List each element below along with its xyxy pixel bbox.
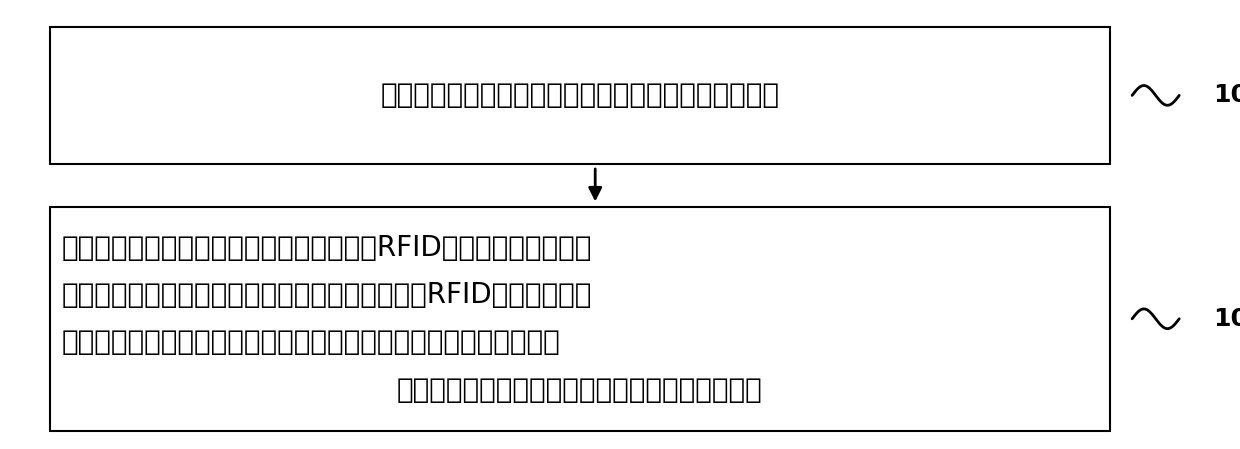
Text: 102: 102: [1213, 307, 1240, 331]
Text: 终端的音频通道上向佩戴耳机的用户发送警示信号: 终端的音频通道上向佩戴耳机的用户发送警示信号: [397, 375, 763, 404]
Text: 101: 101: [1213, 84, 1240, 107]
Bar: [50, 207, 1110, 431]
Bar: [50, 27, 1110, 164]
Text: 车载终端的第一控制器判断车辆的喇叭按键是否被按下: 车载终端的第一控制器判断车辆的喇叭按键是否被按下: [381, 81, 779, 110]
Text: ，以使移动终端的第二控制器通过所述移动终端的RFID读写器获取所: ，以使移动终端的第二控制器通过所述移动终端的RFID读写器获取所: [62, 281, 593, 309]
Text: 述预警标志位的值，并在判断所述预警标志位被置位时，在所述移动: 述预警标志位的值，并在判断所述预警标志位被置位时，在所述移动: [62, 328, 560, 357]
Text: 若是，则所述第一控制器将所述车载终端的RFID卡的预警标志位置位: 若是，则所述第一控制器将所述车载终端的RFID卡的预警标志位置位: [62, 234, 593, 262]
